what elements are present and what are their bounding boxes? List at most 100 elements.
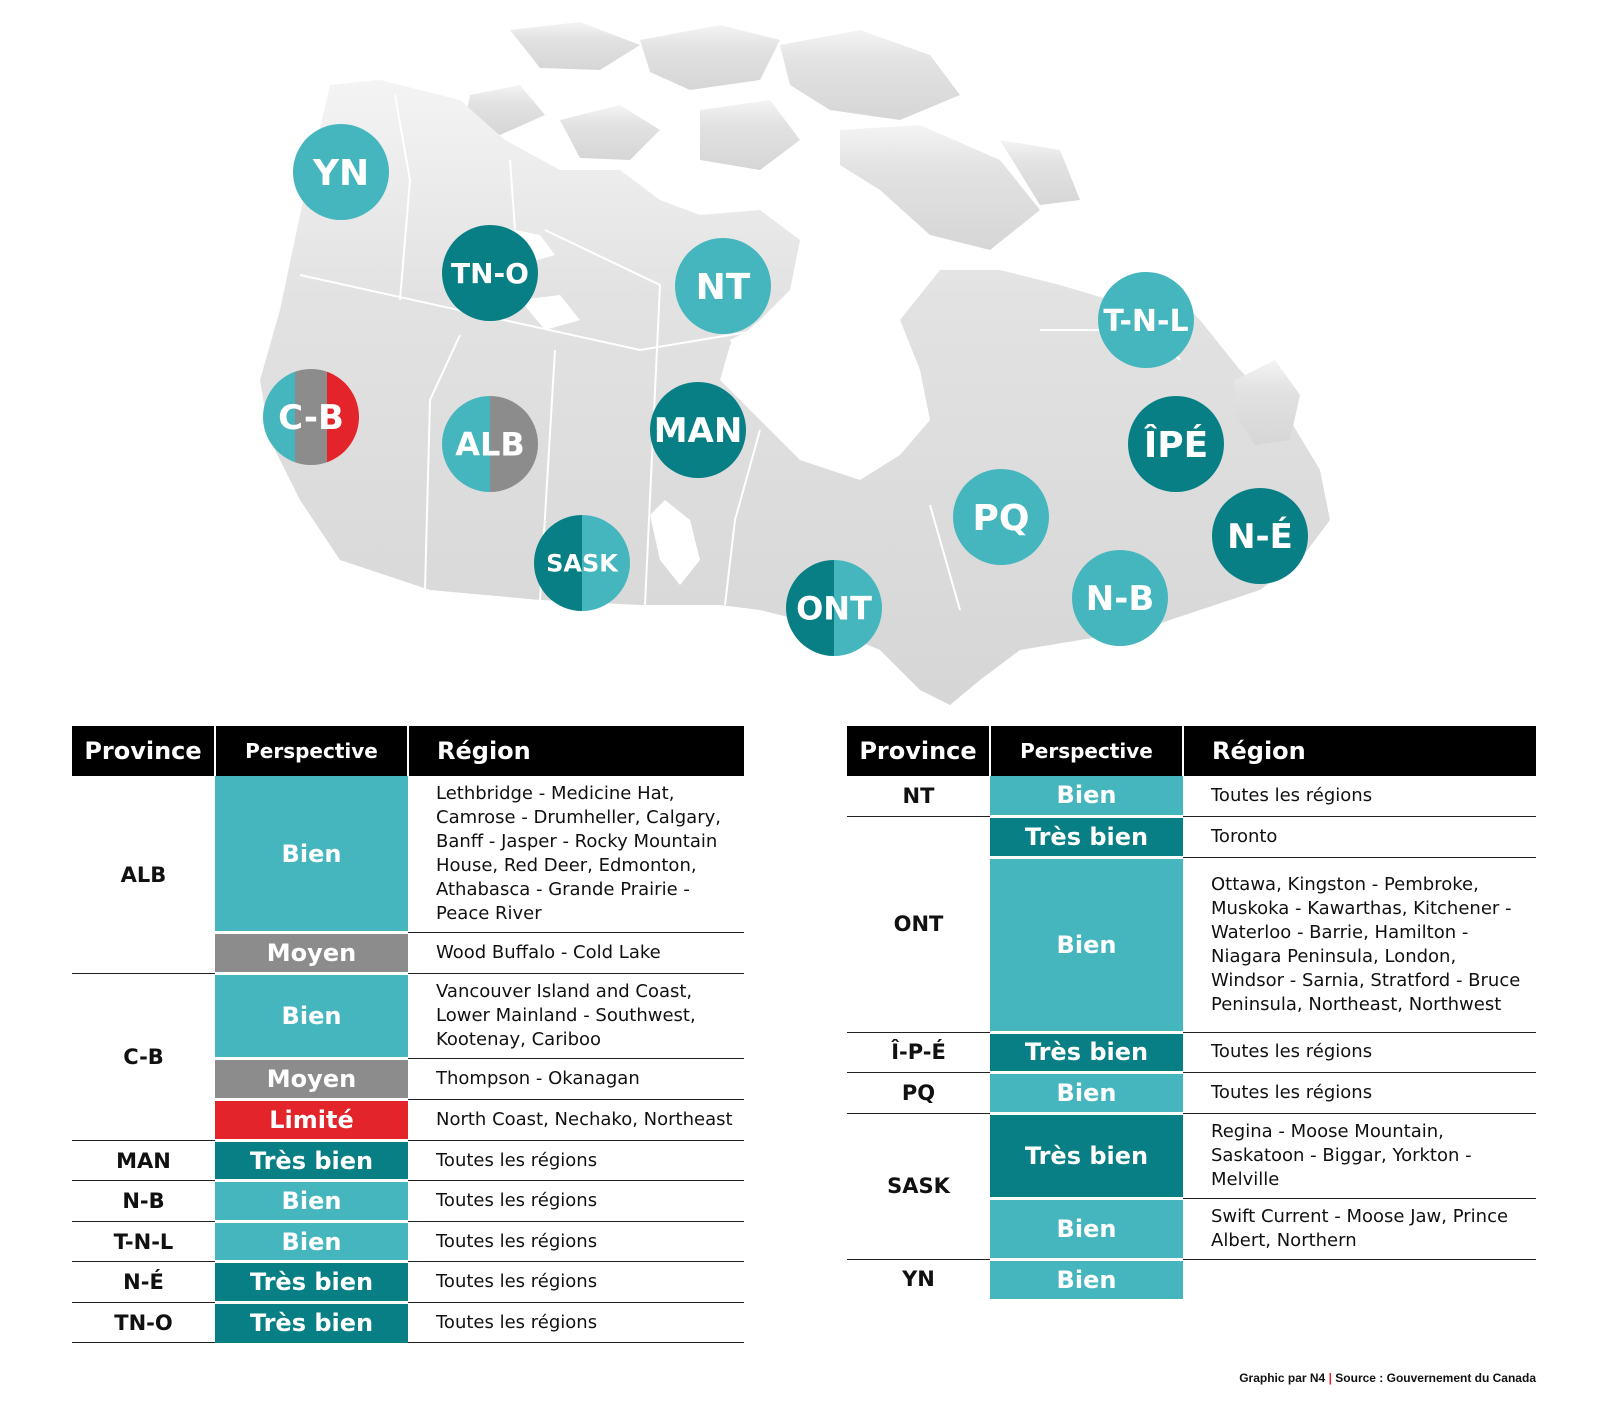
badge-sask: SASK [534, 515, 630, 611]
table-row: Î-P-É Très bien Toutes les régions [847, 1032, 1536, 1074]
badge-ont: ONT [786, 560, 882, 656]
badge-label: NT [696, 267, 751, 308]
badge-label: C-B [278, 398, 344, 438]
badge-man: MAN [650, 382, 746, 478]
badge-label: T-N-L [1103, 304, 1188, 339]
perspective-cell: Moyen [215, 932, 408, 975]
perspective-cell: Bien [215, 776, 408, 934]
region-cell: Swift Current - Moose Jaw, Prince Albert… [1183, 1198, 1536, 1260]
canada-map: YN TN-O NT T-N-L C-B ALB MAN ÎPÉ SASK PQ N-É ONT N-B [260, 22, 1330, 705]
badge-tn-o: TN-O [442, 225, 538, 321]
badge-alb: ALB [442, 396, 538, 492]
perspective-cell: Bien [215, 1221, 408, 1263]
region-cell: Toutes les régions [408, 1261, 744, 1303]
badge-segment [1098, 272, 1194, 368]
province-cell: PQ [847, 1072, 990, 1114]
table-row: PQ Bien Toutes les régions [847, 1072, 1536, 1115]
badge-segment [1072, 550, 1168, 646]
badge-label: N-É [1227, 516, 1293, 557]
badge-label: TN-O [451, 257, 529, 290]
footer-credit: Graphic par N4 | Source : Gouvernement d… [1239, 1371, 1536, 1385]
perspective-cell: Bien [990, 1198, 1183, 1261]
badge-segment [442, 225, 538, 321]
perspective-cell: Limité [215, 1099, 408, 1142]
badge-segment [293, 124, 389, 220]
badge-segment [675, 238, 771, 334]
badge-n-b: N-B [1072, 550, 1168, 646]
badge-label: N-B [1086, 579, 1154, 619]
right-table: Province Perspective Région NT Bien Tout… [847, 726, 1536, 1299]
table-row: YN Bien [847, 1259, 1536, 1299]
table-row: N-É Très bien Toutes les régions [72, 1261, 744, 1304]
province-cell: MAN [72, 1140, 215, 1181]
province-cell: SASK [847, 1113, 990, 1260]
badge-segment [1212, 488, 1308, 584]
region-cell: Thompson - Okanagan [408, 1058, 744, 1100]
region-cell: Toutes les régions [408, 1140, 744, 1181]
table-row: C-B Bien Vancouver Island and Coast, Low… [72, 973, 744, 1141]
left-table-header: Province Perspective Région [72, 726, 744, 776]
table-row: Moyen Wood Buffalo - Cold Lake [72, 932, 744, 975]
badge-nt: NT [675, 238, 771, 334]
header-province: Province [847, 726, 990, 776]
credit-text: Graphic par N4 [1239, 1371, 1326, 1385]
badge-label: YN [312, 153, 369, 194]
province-cell: N-É [72, 1261, 215, 1303]
credit-separator: | [1328, 1371, 1332, 1385]
province-cell: YN [902, 1267, 935, 1292]
header-perspective: Perspective [214, 726, 408, 776]
perspective-cell: Bien [215, 973, 408, 1060]
perspective-cell: Très bien [990, 816, 1183, 859]
region-cell: Toronto [1183, 816, 1536, 858]
landmass [260, 22, 1330, 705]
badge-segment [1128, 396, 1224, 492]
badge-pq: PQ [953, 469, 1049, 565]
badge-label: MAN [654, 411, 743, 451]
badge-label: ÎPÉ [1144, 424, 1208, 466]
perspective-cell: Très bien [990, 1113, 1183, 1200]
region-cell: Lethbridge - Medicine Hat, Camrose - Dru… [408, 776, 744, 933]
region-cell: Toutes les régions [1183, 1072, 1536, 1114]
table-row: ONT Très bien Toronto [847, 816, 1536, 1033]
province-cell: T-N-L [72, 1221, 215, 1262]
badge-îpé: ÎPÉ [1128, 396, 1224, 492]
badge-n-é: N-É [1212, 488, 1308, 584]
region-cell [1183, 1259, 1536, 1299]
badge-label: SASK [546, 550, 619, 578]
region-cell: Toutes les régions [1183, 1032, 1536, 1073]
province-badges: YN TN-O NT T-N-L C-B ALB MAN ÎPÉ SASK PQ N-É ONT N-B [263, 124, 1308, 656]
province-borders [299, 94, 1181, 611]
header-province: Province [72, 726, 215, 776]
right-table-header: Province Perspective Région [847, 726, 1536, 776]
source-text: Source : Gouvernement du Canada [1335, 1371, 1536, 1385]
province-cell: NT [847, 776, 990, 817]
region-cell: Toutes les régions [408, 1221, 744, 1262]
badge-t-n-l: T-N-L [1098, 272, 1194, 368]
header-perspective: Perspective [989, 726, 1183, 776]
badge-label: ALB [455, 426, 525, 464]
table-row: Limité North Coast, Nechako, Northeast [72, 1099, 744, 1142]
perspective-cell: Très bien [990, 1032, 1183, 1074]
province-cell: ALB [72, 776, 215, 974]
region-cell: Toutes les régions [408, 1180, 744, 1222]
region-cell: Wood Buffalo - Cold Lake [408, 932, 744, 974]
perspective-cell: Bien [990, 776, 1183, 818]
perspective-cell: Très bien [215, 1261, 408, 1304]
table-row: MAN Très bien Toutes les régions [72, 1140, 744, 1182]
badge-yn: YN [293, 124, 389, 220]
table-row: T-N-L Bien Toutes les régions [72, 1221, 744, 1263]
perspective-cell: Moyen [215, 1058, 408, 1101]
province-cell: N-B [72, 1180, 215, 1222]
region-cell: Toutes les régions [408, 1302, 744, 1343]
region-cell: Regina - Moose Mountain, Saskatoon - Big… [1183, 1113, 1536, 1199]
region-cell: North Coast, Nechako, Northeast [408, 1099, 744, 1141]
badge-segment [295, 369, 327, 465]
table-row: N-B Bien Toutes les régions [72, 1180, 744, 1223]
perspective-cell: Très bien [215, 1140, 408, 1182]
region-cell: Toutes les régions [1183, 776, 1536, 817]
perspective-cell: Bien [990, 857, 1183, 1034]
header-region: Région [407, 726, 744, 776]
province-cell: ONT [847, 816, 990, 1033]
table-row: SASK Très bien Regina - Moose Mountain, … [847, 1113, 1536, 1260]
table-row: Moyen Thompson - Okanagan [72, 1058, 744, 1101]
